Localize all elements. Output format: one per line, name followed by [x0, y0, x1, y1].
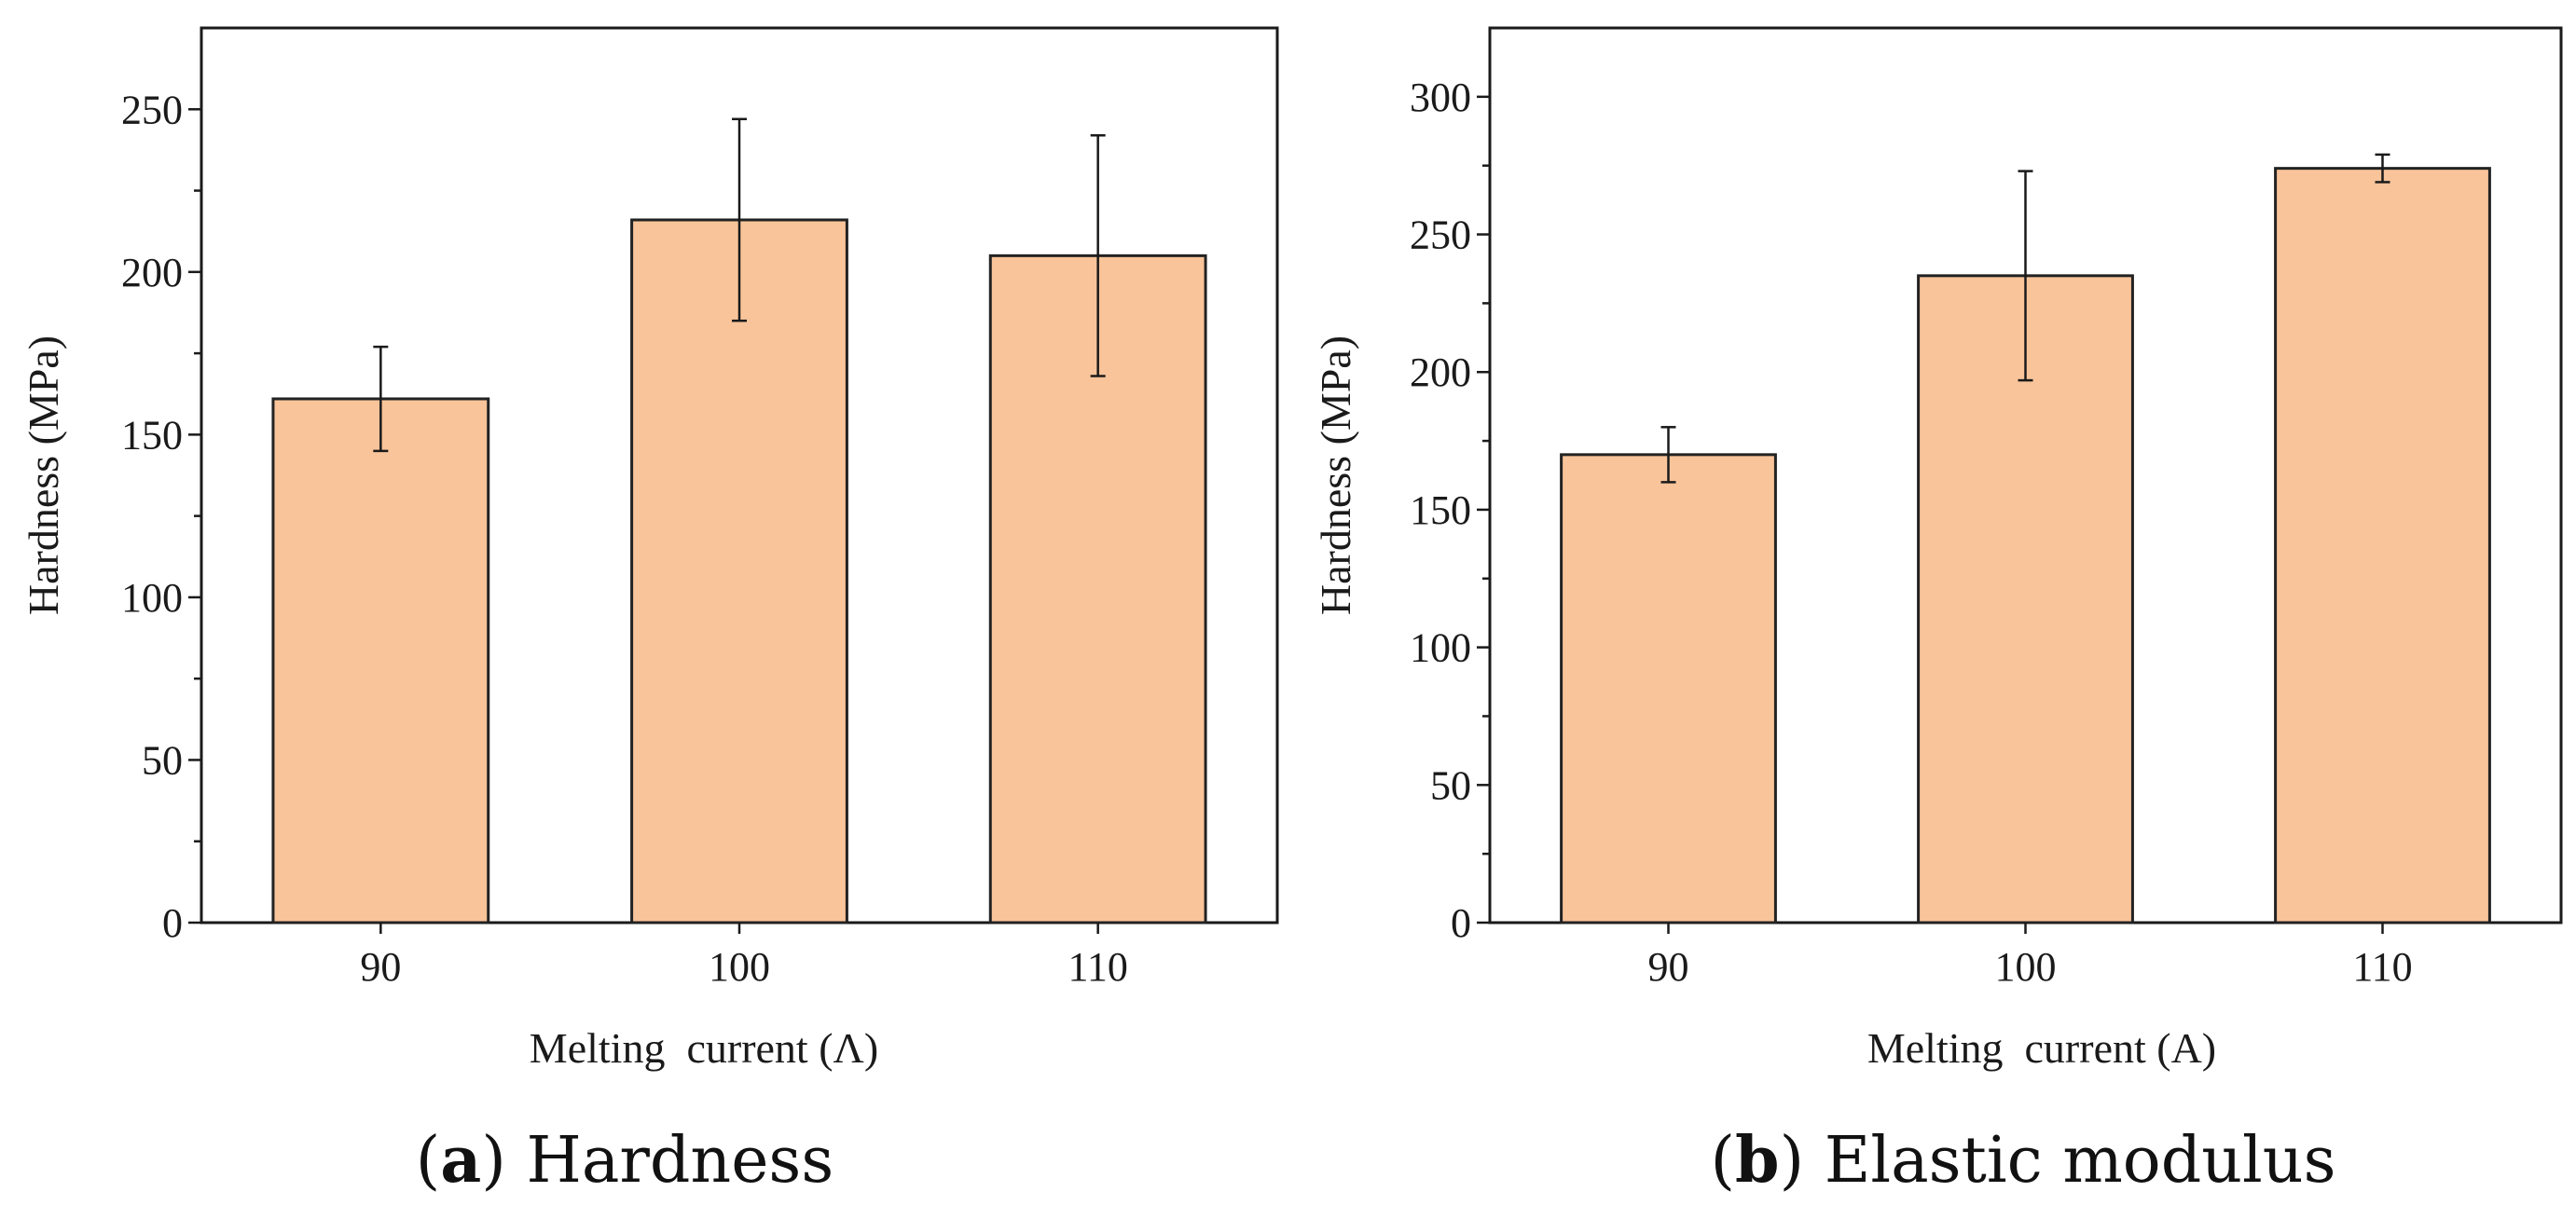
bars-b — [1560, 167, 2491, 925]
bar-a-100 — [630, 218, 848, 925]
bar-b-110 — [2274, 167, 2491, 925]
x-tick-label-b-90: 90 — [1648, 944, 1689, 990]
y-tick-label-b-0: 0 — [1451, 900, 1471, 946]
x-tick-label-a-110: 110 — [1068, 944, 1127, 990]
x-tick-label-b-110: 110 — [2352, 944, 2412, 990]
y-tick-label-a-100: 100 — [121, 575, 183, 621]
x-axis-b: 90 100 110 — [1648, 923, 2413, 990]
y-axis-title-b: Hardness (MPa) — [1312, 336, 1359, 615]
caption-b: (b) Elastic modulus — [1710, 1123, 2335, 1198]
caption-a-text: Hardness — [527, 1124, 834, 1198]
chart-panel-b: 0 50 100 150 200 250 300 90 100 110 Hardness (MP… — [1312, 26, 2563, 1198]
y-tick-label-b-300: 300 — [1410, 75, 1471, 120]
x-axis-title-b: Melting current (A) — [1867, 1024, 2216, 1072]
x-tick-label-a-100: 100 — [709, 944, 770, 990]
y-axis-title-a: Hardness (MPa) — [20, 336, 67, 615]
y-tick-label-b-250: 250 — [1410, 212, 1471, 258]
y-tick-label-b-100: 100 — [1410, 625, 1471, 671]
y-axis-b: 0 50 100 150 200 250 300 — [1410, 75, 1490, 946]
y-tick-label-b-200: 200 — [1410, 349, 1471, 395]
y-tick-label-a-200: 200 — [121, 250, 183, 295]
caption-a: (a) Hardness — [416, 1123, 833, 1198]
bar-b-90 — [1560, 453, 1777, 925]
caption-a-letter: a — [440, 1123, 481, 1198]
caption-b-text: Elastic modulus — [1825, 1124, 2336, 1198]
bar-a-90 — [271, 397, 490, 925]
y-tick-label-a-250: 250 — [121, 87, 183, 132]
x-axis-title-a: Melting current (Λ) — [530, 1024, 878, 1072]
y-tick-label-a-0: 0 — [162, 900, 183, 946]
x-axis-a: 90 100 110 — [360, 923, 1128, 990]
y-tick-label-a-50: 50 — [142, 737, 183, 783]
y-tick-label-b-150: 150 — [1410, 487, 1471, 533]
bar-b-100 — [1917, 274, 2134, 925]
y-tick-label-a-150: 150 — [121, 412, 183, 458]
y-axis-a: 0 50 100 150 200 250 — [121, 87, 201, 946]
error-bars-b — [1660, 153, 2390, 484]
bars-a — [271, 218, 1207, 925]
caption-b-letter: b — [1735, 1123, 1780, 1198]
x-tick-label-a-90: 90 — [360, 944, 401, 990]
error-bars-a — [373, 117, 1106, 453]
x-tick-label-b-100: 100 — [1995, 944, 2057, 990]
y-tick-label-b-50: 50 — [1430, 762, 1471, 808]
